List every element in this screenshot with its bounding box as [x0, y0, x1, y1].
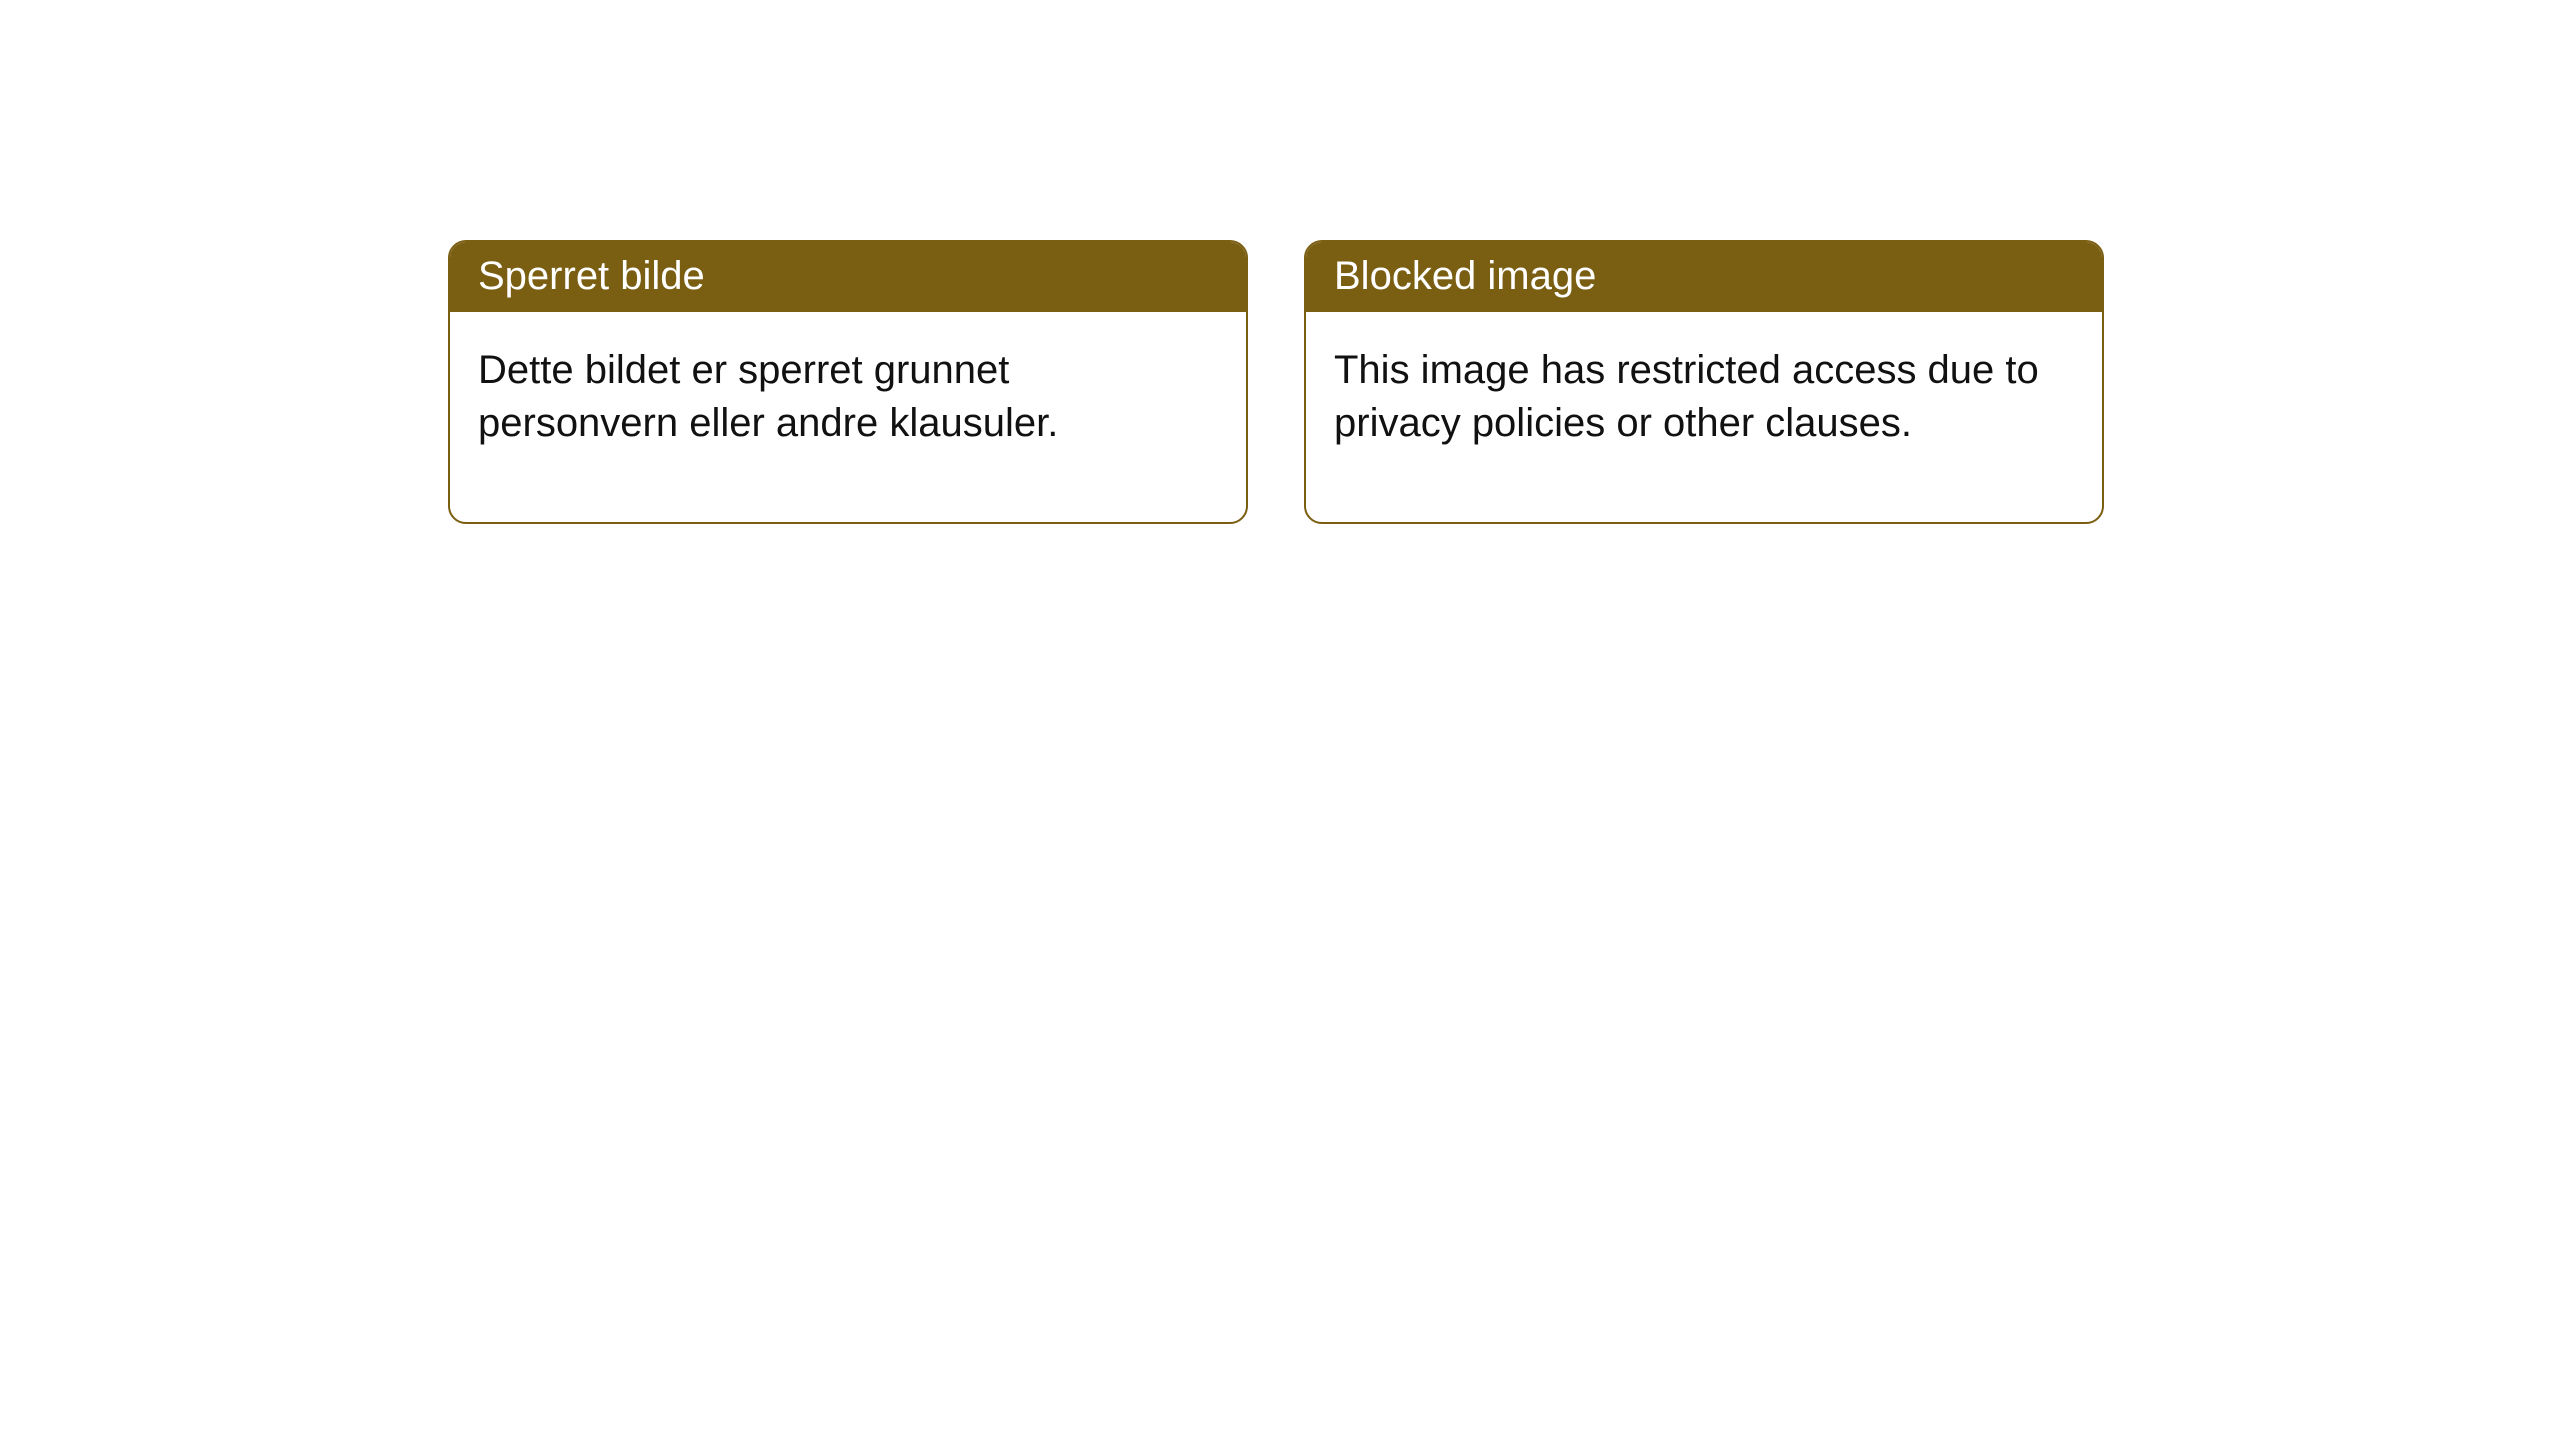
notice-cards-container: Sperret bilde Dette bildet er sperret gr… — [0, 0, 2560, 524]
card-header-no: Sperret bilde — [450, 242, 1246, 312]
card-header-en: Blocked image — [1306, 242, 2102, 312]
card-body-en: This image has restricted access due to … — [1306, 312, 2102, 522]
card-body-no: Dette bildet er sperret grunnet personve… — [450, 312, 1246, 522]
blocked-image-card-en: Blocked image This image has restricted … — [1304, 240, 2104, 524]
blocked-image-card-no: Sperret bilde Dette bildet er sperret gr… — [448, 240, 1248, 524]
